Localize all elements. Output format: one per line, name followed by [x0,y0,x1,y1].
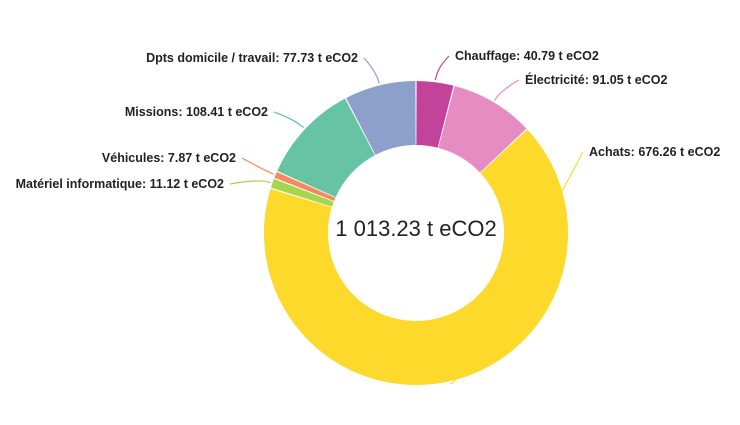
leader-line-vehicules [241,157,274,175]
slice-label-achats: Achats: 676.26 t eCO2 [589,145,720,159]
slice-achats[interactable] [263,129,568,385]
slice-label-chauffage: Chauffage: 40.79 t eCO2 [455,49,599,63]
slice-materiel-informatique[interactable] [270,178,334,207]
leader-line-chauffage [434,55,450,81]
leader-line-dpts-domicile-travail [363,57,380,84]
slice-missions[interactable] [277,98,375,198]
slices-layer [263,81,568,385]
slice-label-missions: Missions: 108.41 t eCO2 [125,105,268,119]
labels-layer: Chauffage: 40.79 t eCO2 Électricité: 91.0… [16,49,721,191]
leader-line-achats [450,151,584,385]
slice-label-materiel-informatique: Matériel informatique: 11.12 t eCO2 [16,177,224,191]
slice-electricite[interactable] [438,85,527,173]
leader-line-electricite [494,79,520,101]
slice-label-dpts-domicile-travail: Dpts domicile / travail: 77.73 t eCO2 [146,51,358,65]
center-total-label: 1 013.23 t eCO2 [335,216,496,241]
slice-label-electricite: Électricité: 91.05 t eCO2 [525,72,667,87]
slice-dpts-domicile-travail[interactable] [346,81,416,155]
slice-chauffage[interactable] [416,81,454,148]
slice-vehicules[interactable] [274,172,336,202]
leader-lines-layer [229,55,584,385]
slice-label-vehicules: Véhicules: 7.87 t eCO2 [102,151,236,165]
leader-line-materiel-informatique [229,180,271,185]
leader-line-missions [273,111,305,129]
